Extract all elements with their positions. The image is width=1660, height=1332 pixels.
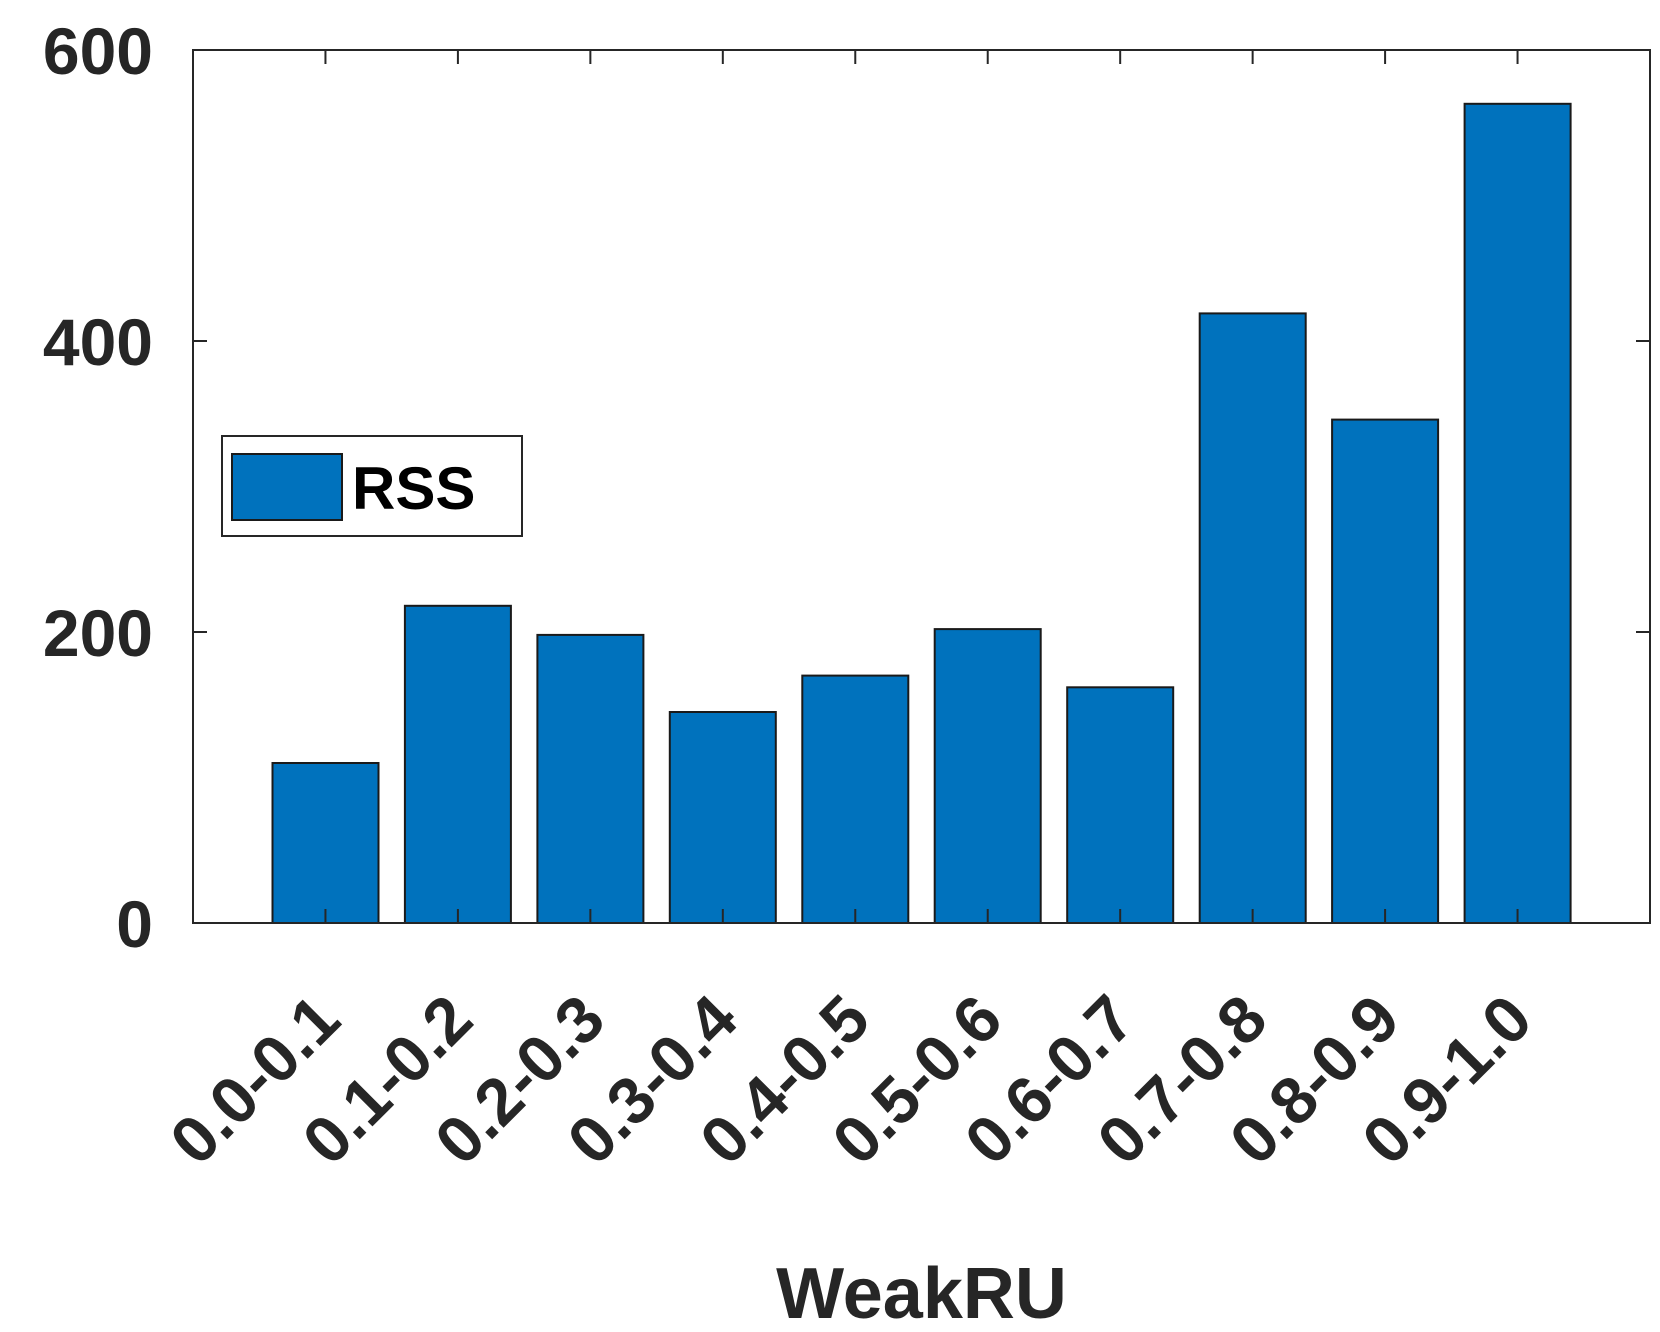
y-tick-labels: 0 200 400 600 bbox=[43, 14, 153, 961]
ticks-group bbox=[193, 49, 1650, 924]
legend-label-rss: RSS bbox=[352, 455, 475, 522]
x-tick-labels: 0.0-0.10.1-0.20.2-0.30.3-0.40.4-0.50.5-0… bbox=[156, 980, 1546, 1178]
y-tick-label-600: 600 bbox=[43, 14, 153, 88]
bar-0.5-0.6 bbox=[933, 628, 1042, 924]
bar-0.8-0.9 bbox=[1331, 418, 1440, 924]
plot-frame bbox=[192, 49, 1651, 924]
x-axis-label: WeakRU bbox=[776, 1254, 1067, 1332]
bar-0.2-0.3 bbox=[536, 633, 645, 925]
legend: RSS bbox=[221, 435, 523, 537]
bar-0.7-0.8 bbox=[1198, 312, 1307, 924]
y-tick-label-0: 0 bbox=[116, 887, 153, 961]
axes-group bbox=[192, 49, 1651, 924]
bar-0.1-0.2 bbox=[403, 604, 512, 924]
bar-0.4-0.5 bbox=[801, 674, 910, 924]
bar-0.6-0.7 bbox=[1066, 686, 1175, 924]
bar-0.3-0.4 bbox=[668, 711, 777, 924]
bar-0.9-1.0 bbox=[1463, 102, 1572, 925]
y-tick-label-400: 400 bbox=[43, 305, 153, 379]
bars-group bbox=[271, 102, 1572, 925]
bar-0.0-0.1 bbox=[271, 762, 380, 924]
legend-swatch-rss bbox=[231, 453, 343, 521]
y-tick-label-200: 200 bbox=[43, 596, 153, 670]
